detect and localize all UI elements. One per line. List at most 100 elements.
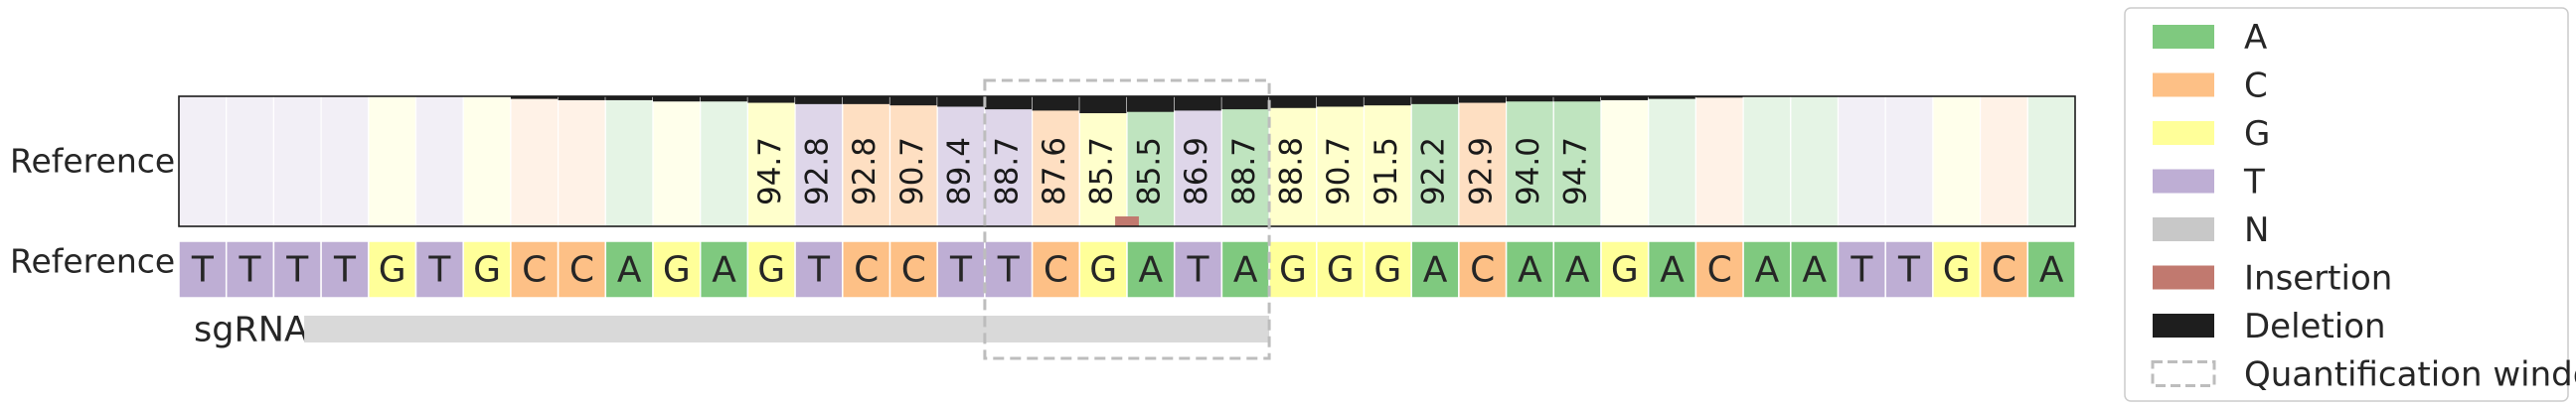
- sgrna-bar: [304, 316, 1270, 342]
- legend-swatch-window: [2151, 360, 2216, 387]
- percent-label: 90.7: [1321, 137, 1357, 205]
- heatmap-cell: [178, 95, 228, 227]
- sequence-base-label: G: [1089, 250, 1117, 291]
- legend-label: G: [2244, 114, 2270, 154]
- sequence-base-label: C: [1470, 250, 1495, 291]
- percent-label: 88.8: [1273, 137, 1309, 205]
- percent-label: 94.7: [1558, 137, 1594, 205]
- percent-label: 88.7: [1226, 137, 1262, 205]
- deletion-bar: [700, 96, 748, 102]
- sequence-base-label: G: [1611, 250, 1639, 291]
- legend-swatch: [2153, 121, 2214, 145]
- sequence-base-label: T: [1187, 250, 1210, 291]
- percent-label: 94.0: [1511, 137, 1546, 205]
- heatmap-cell: [1410, 95, 1460, 227]
- sequence-cell: [1600, 240, 1650, 299]
- legend-label: T: [2243, 163, 2265, 203]
- heatmap-cell: [1884, 95, 1934, 227]
- sequence-cell: [2026, 240, 2076, 299]
- heatmap-cell: [1268, 95, 1318, 227]
- sequence-base-label: A: [1755, 250, 1780, 291]
- sequence-base-label: G: [1373, 250, 1401, 291]
- heatmap-cell: [2026, 95, 2076, 227]
- deletion-bar: [605, 96, 653, 100]
- sequence-cell: [1742, 240, 1792, 299]
- sequence-base-label: T: [427, 250, 451, 291]
- sequence-base-label: A: [1518, 250, 1542, 291]
- sequence-base-label: T: [949, 250, 973, 291]
- sequence-cell: [1979, 240, 2029, 299]
- percent-label: 92.2: [1416, 137, 1452, 205]
- sequence-base-label: G: [1943, 250, 1971, 291]
- heatmap-cell: [1742, 95, 1792, 227]
- sequence-base-label: T: [239, 250, 262, 291]
- deletion-bar: [653, 96, 701, 102]
- sequence-base-label: T: [1850, 250, 1873, 291]
- legend-label: N: [2244, 210, 2269, 250]
- sequence-base-label: C: [901, 250, 926, 291]
- sequence-base-label: T: [807, 250, 831, 291]
- percent-label: 88.7: [989, 137, 1025, 205]
- sequence-cell: [1790, 240, 1840, 299]
- sequence-cell: [510, 240, 560, 299]
- heatmap-cell: [1694, 95, 1744, 227]
- deletion-bar: [984, 96, 1033, 110]
- sequence-cell: [1694, 240, 1744, 299]
- sequence-cell: [746, 240, 796, 299]
- quantification-window-layer: [983, 78, 1271, 360]
- sequence-cell: [1837, 240, 1886, 299]
- sequence-base-label: C: [522, 250, 547, 291]
- heatmap-cell: [1363, 95, 1412, 227]
- sequence-base-label: A: [712, 250, 736, 291]
- heatmap-cell: [1316, 95, 1366, 227]
- sequence-cell: [178, 240, 228, 299]
- deletion-bar: [1506, 96, 1554, 102]
- sequence-base-label: A: [617, 250, 642, 291]
- deletion-bar: [1364, 96, 1412, 106]
- percent-label: 94.7: [752, 137, 788, 205]
- sequence-cell: [1363, 240, 1412, 299]
- sequence-cell: [1173, 240, 1223, 299]
- deletion-bar: [510, 96, 559, 99]
- sequence-cell: [1220, 240, 1270, 299]
- sequence-base-label: G: [379, 250, 406, 291]
- heatmap-cell: [1932, 95, 1982, 227]
- sequence-cell: [1031, 240, 1081, 299]
- sequence-base-label: T: [285, 250, 309, 291]
- legend-label: C: [2244, 67, 2268, 106]
- legend-swatch: [2153, 169, 2214, 194]
- sequence-cell: [936, 240, 986, 299]
- legend-swatch: [2153, 314, 2214, 338]
- sequence-cell: [604, 240, 654, 299]
- sequence-cell: [1410, 240, 1460, 299]
- deletion-bar: [747, 96, 796, 103]
- deletion-bar: [889, 96, 938, 106]
- heatmap-cell: [272, 95, 322, 227]
- sequence-base-label: A: [1802, 250, 1827, 291]
- deletion-bar: [937, 96, 985, 107]
- deletion-bar: [1127, 96, 1175, 112]
- percent-label: 92.8: [799, 137, 835, 205]
- quantification-window-box: [983, 78, 1271, 360]
- legend-swatch: [2153, 265, 2214, 290]
- sequence-base-label: T: [333, 250, 357, 291]
- percent-label: 90.7: [894, 137, 930, 205]
- row-label-reference-heatmap: Reference: [10, 142, 175, 181]
- percent-label: 92.8: [847, 137, 883, 205]
- sequence-base-label: A: [2039, 250, 2064, 291]
- heatmap-cell: [320, 95, 370, 227]
- percent-label: 85.5: [1131, 137, 1167, 205]
- percent-label: 89.4: [942, 137, 978, 205]
- percent-label: 87.6: [1037, 137, 1072, 205]
- legend-swatch: [2153, 25, 2214, 49]
- sequence-cell: [368, 240, 417, 299]
- heatmap-cell: [1552, 95, 1602, 227]
- sequence-cell: [1932, 240, 1982, 299]
- heatmap-cell: [462, 95, 512, 227]
- sequence-base-label: G: [473, 250, 501, 291]
- deletion-bar: [558, 96, 606, 100]
- sequence-base-label: A: [1565, 250, 1590, 291]
- sequence-base-label: T: [997, 250, 1021, 291]
- heatmap-frame: [178, 95, 2076, 227]
